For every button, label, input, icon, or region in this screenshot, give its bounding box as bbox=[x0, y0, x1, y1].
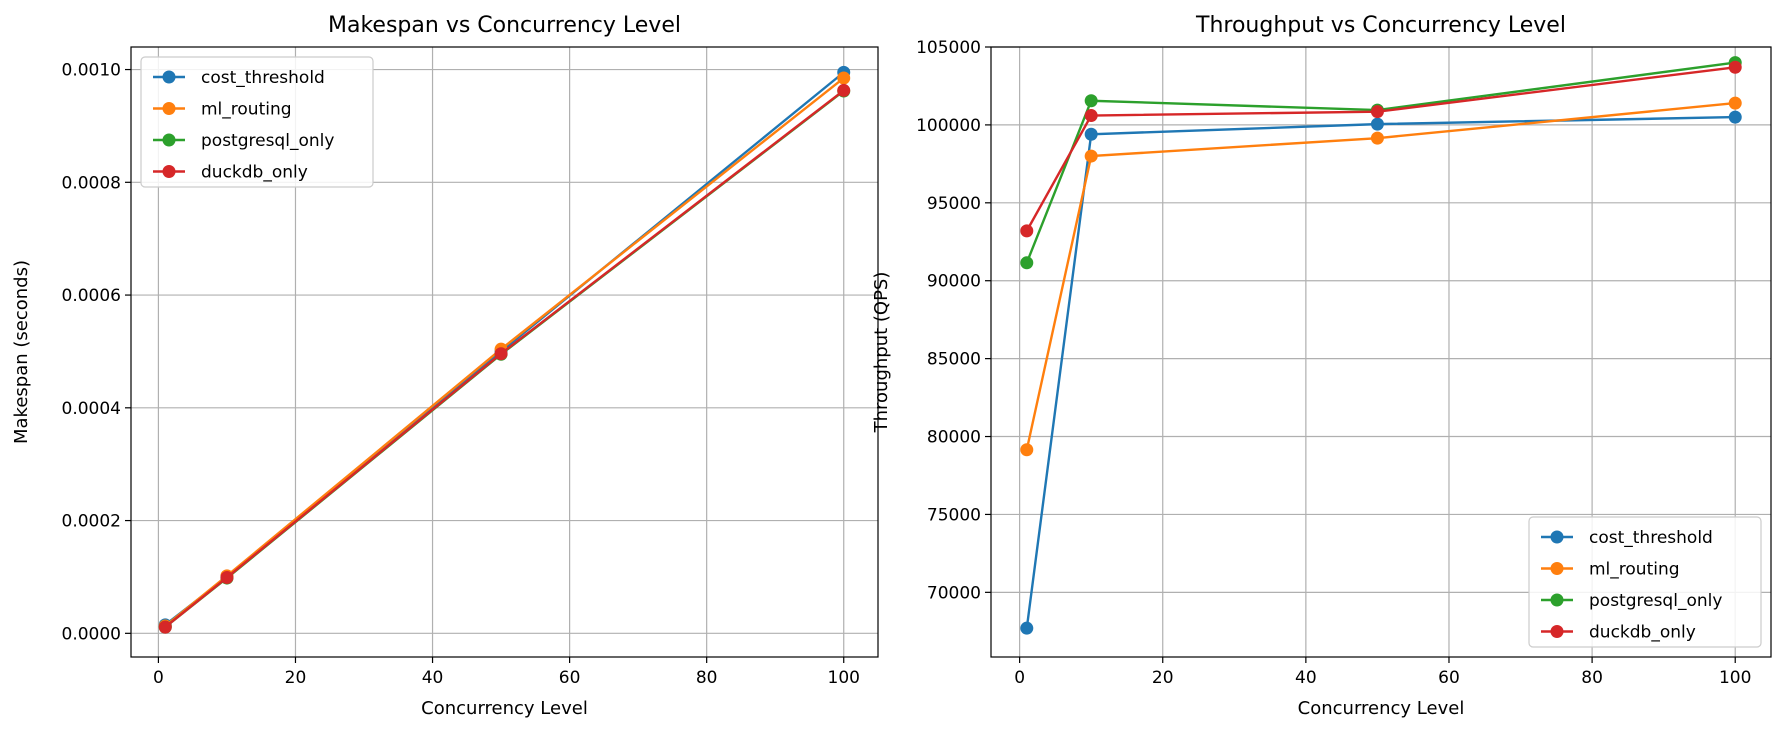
makespan-data-point-duckdb_only bbox=[494, 347, 508, 361]
throughput-y-tick-label: 80000 bbox=[927, 428, 981, 448]
makespan-y-tick-label: 0.0004 bbox=[62, 399, 121, 419]
makespan-data-point-ml_routing bbox=[837, 71, 851, 85]
throughput-data-point-duckdb_only bbox=[1020, 224, 1034, 238]
makespan-series-line-duckdb_only bbox=[164, 89, 845, 629]
throughput-data-point-cost_threshold bbox=[1728, 110, 1742, 124]
throughput-series-line-ml_routing bbox=[1025, 101, 1736, 451]
throughput-x-tick-label: 20 bbox=[1152, 668, 1174, 688]
throughput-legend-label-ml_routing: ml_routing bbox=[1589, 560, 1680, 580]
throughput-data-point-duckdb_only bbox=[1728, 60, 1742, 74]
makespan-x-axis-label: Concurrency Level bbox=[421, 698, 588, 719]
throughput-data-point-ml_routing bbox=[1084, 149, 1098, 163]
throughput-legend-box bbox=[1528, 516, 1762, 648]
throughput-data-point-cost_threshold bbox=[1020, 621, 1034, 635]
makespan-data-point-duckdb_only bbox=[220, 571, 234, 585]
makespan-plot-area bbox=[130, 46, 879, 658]
throughput-series-line-postgresql_only bbox=[1025, 61, 1736, 264]
throughput-data-point-cost_threshold bbox=[1084, 127, 1098, 141]
throughput-legend-marker-ml_routing bbox=[1550, 562, 1564, 575]
makespan-x-tick-label: 40 bbox=[422, 668, 444, 688]
makespan-legend-label-ml_routing: ml_routing bbox=[201, 100, 292, 120]
makespan-data-point-duckdb_only bbox=[837, 83, 851, 97]
throughput-data-point-ml_routing bbox=[1728, 96, 1742, 110]
makespan-chart: 0 20 40 60 80 100 0.0000 0.0002 0.0004 0.0006 0.00… bbox=[11, 13, 879, 719]
throughput-y-tick-label: 105000 bbox=[916, 38, 981, 58]
throughput-legend-label-postgresql_only: postgresql_only bbox=[1589, 591, 1722, 611]
makespan-legend: cost_threshold ml_routing postgresql_onlyd… bbox=[140, 56, 374, 188]
throughput-data-point-cost_threshold bbox=[1370, 117, 1384, 131]
throughput-data-point-ml_routing bbox=[1020, 443, 1034, 457]
makespan-x-tick-label: 60 bbox=[559, 668, 581, 688]
throughput-data-point-postgresql_only bbox=[1084, 94, 1098, 108]
makespan-x-tick-label: 80 bbox=[696, 668, 718, 688]
makespan-legend-label-cost_threshold: cost_threshold bbox=[201, 68, 325, 88]
makespan-legend-label-postgresql_only: postgresql_only bbox=[201, 131, 334, 151]
throughput-legend-marker-cost_threshold bbox=[1550, 530, 1564, 544]
throughput-y-tick-label: 85000 bbox=[927, 350, 981, 370]
makespan-y-tick-label: 0.0006 bbox=[62, 286, 121, 306]
throughput-series-line-duckdb_only bbox=[1025, 66, 1736, 232]
throughput-y-tick-label: 75000 bbox=[927, 505, 981, 525]
makespan-chart-title: Makespan vs Concurrency Level bbox=[328, 13, 681, 38]
throughput-x-tick-label: 0 bbox=[1014, 668, 1025, 688]
throughput-x-tick-label: 100 bbox=[1719, 668, 1751, 688]
makespan-legend-marker-ml_routing bbox=[162, 102, 176, 115]
throughput-plot-area bbox=[990, 46, 1772, 658]
throughput-x-axis-label: Concurrency Level bbox=[1298, 698, 1465, 719]
makespan-y-tick-label: 0.0002 bbox=[62, 512, 121, 532]
throughput-chart: 0 20 40 60 80 100 70000 75000 80000 85000 90000 950… bbox=[871, 13, 1772, 719]
throughput-x-tick-label: 40 bbox=[1295, 668, 1317, 688]
throughput-legend: cost_threshold ml_routing postgresql_onlyd… bbox=[1528, 516, 1762, 648]
throughput-chart-title: Throughput vs Concurrency Level bbox=[1195, 13, 1566, 38]
makespan-legend-label-duckdb_only: duckdb_only bbox=[201, 163, 308, 183]
makespan-y-tick-label: 0.0010 bbox=[62, 61, 121, 81]
throughput-y-tick-label: 90000 bbox=[927, 272, 981, 292]
makespan-data-point-duckdb_only bbox=[158, 620, 172, 634]
makespan-legend-marker-duckdb_only bbox=[162, 165, 176, 178]
makespan-legend-marker-postgresql_only bbox=[162, 133, 176, 147]
throughput-data-point-duckdb_only bbox=[1084, 109, 1098, 123]
makespan-x-tick-label: 20 bbox=[285, 668, 307, 688]
throughput-x-tick-label: 60 bbox=[1438, 668, 1460, 688]
makespan-legend-box bbox=[140, 56, 374, 188]
throughput-y-tick-label: 70000 bbox=[927, 583, 981, 603]
throughput-legend-marker-postgresql_only bbox=[1550, 593, 1564, 607]
throughput-legend-label-cost_threshold: cost_threshold bbox=[1589, 528, 1713, 548]
throughput-data-point-duckdb_only bbox=[1370, 105, 1384, 119]
throughput-data-point-ml_routing bbox=[1370, 131, 1384, 145]
throughput-y-tick-label: 100000 bbox=[916, 116, 981, 136]
throughput-data-point-postgresql_only bbox=[1020, 256, 1034, 270]
makespan-x-tick-label: 0 bbox=[153, 668, 164, 688]
makespan-y-axis-label: Makespan (seconds) bbox=[11, 260, 32, 444]
makespan-y-tick-label: 0.0008 bbox=[62, 173, 121, 193]
makespan-y-tick-label: 0.0000 bbox=[62, 624, 121, 644]
makespan-x-tick-label: 100 bbox=[828, 668, 860, 688]
throughput-y-tick-label: 95000 bbox=[927, 194, 981, 214]
makespan-legend-marker-cost_threshold bbox=[162, 70, 176, 84]
throughput-x-tick-label: 80 bbox=[1581, 668, 1603, 688]
throughput-legend-label-duckdb_only: duckdb_only bbox=[1589, 623, 1696, 643]
throughput-y-axis-label: Throughput (QPS) bbox=[871, 272, 892, 434]
throughput-legend-marker-duckdb_only bbox=[1550, 625, 1564, 638]
